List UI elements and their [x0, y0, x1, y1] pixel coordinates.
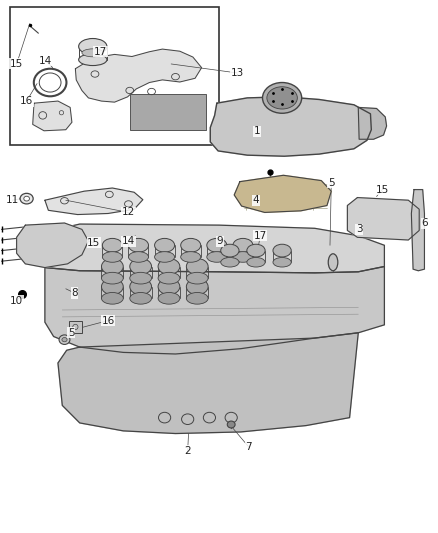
- Ellipse shape: [158, 293, 180, 304]
- Text: 2: 2: [184, 446, 191, 456]
- Ellipse shape: [128, 238, 148, 252]
- Polygon shape: [45, 266, 385, 354]
- Ellipse shape: [24, 196, 29, 201]
- Ellipse shape: [130, 279, 152, 295]
- Text: 8: 8: [71, 288, 78, 298]
- Ellipse shape: [207, 238, 227, 252]
- Polygon shape: [75, 49, 201, 102]
- Ellipse shape: [102, 252, 122, 262]
- Polygon shape: [234, 175, 331, 213]
- Ellipse shape: [181, 238, 201, 252]
- Text: 4: 4: [253, 195, 259, 205]
- Ellipse shape: [79, 54, 107, 66]
- Text: 17: 17: [254, 231, 267, 241]
- Ellipse shape: [128, 252, 148, 262]
- Bar: [10, 7, 219, 144]
- Ellipse shape: [186, 279, 208, 295]
- Ellipse shape: [182, 414, 194, 424]
- Ellipse shape: [273, 244, 291, 257]
- Ellipse shape: [102, 272, 123, 284]
- Text: 3: 3: [356, 224, 363, 235]
- Text: 10: 10: [10, 296, 23, 306]
- Ellipse shape: [186, 259, 208, 274]
- Ellipse shape: [130, 293, 152, 304]
- Ellipse shape: [102, 293, 123, 304]
- Ellipse shape: [186, 272, 208, 284]
- Polygon shape: [45, 224, 385, 273]
- Ellipse shape: [267, 87, 297, 109]
- Ellipse shape: [203, 413, 215, 423]
- Polygon shape: [358, 108, 387, 139]
- Text: 15: 15: [375, 184, 389, 195]
- Polygon shape: [210, 97, 371, 156]
- Bar: [130, 94, 206, 130]
- Ellipse shape: [221, 257, 239, 267]
- Ellipse shape: [155, 252, 175, 262]
- Ellipse shape: [262, 83, 302, 114]
- Ellipse shape: [158, 272, 180, 284]
- Ellipse shape: [233, 252, 253, 262]
- Text: 12: 12: [122, 207, 135, 217]
- Text: 14: 14: [122, 236, 135, 246]
- Ellipse shape: [227, 421, 235, 428]
- Text: 5: 5: [328, 177, 335, 188]
- Ellipse shape: [181, 252, 201, 262]
- Polygon shape: [33, 101, 72, 131]
- Ellipse shape: [82, 49, 104, 57]
- Text: 15: 15: [10, 59, 23, 69]
- Text: 16: 16: [20, 96, 33, 106]
- Text: 9: 9: [216, 236, 223, 246]
- Ellipse shape: [158, 259, 180, 274]
- Ellipse shape: [20, 193, 33, 204]
- Ellipse shape: [221, 244, 239, 257]
- Polygon shape: [347, 198, 419, 240]
- Text: 17: 17: [94, 47, 107, 56]
- Ellipse shape: [207, 252, 227, 262]
- Ellipse shape: [130, 272, 152, 284]
- Text: 5: 5: [68, 328, 74, 338]
- Text: 1: 1: [254, 126, 261, 136]
- Text: 11: 11: [6, 195, 19, 205]
- Ellipse shape: [225, 413, 237, 423]
- Ellipse shape: [79, 38, 107, 54]
- Text: 16: 16: [101, 316, 115, 326]
- Ellipse shape: [59, 335, 70, 344]
- Ellipse shape: [159, 413, 171, 423]
- Ellipse shape: [158, 279, 180, 295]
- Ellipse shape: [186, 293, 208, 304]
- Text: 6: 6: [421, 218, 428, 228]
- Bar: [69, 321, 82, 333]
- Ellipse shape: [130, 259, 152, 274]
- Polygon shape: [411, 190, 424, 271]
- Text: 13: 13: [231, 68, 244, 78]
- Ellipse shape: [328, 254, 338, 271]
- Ellipse shape: [102, 259, 123, 274]
- Ellipse shape: [155, 238, 175, 252]
- Ellipse shape: [62, 337, 67, 342]
- Ellipse shape: [247, 257, 265, 267]
- Ellipse shape: [102, 238, 122, 252]
- Text: 7: 7: [245, 442, 252, 452]
- Polygon shape: [17, 223, 88, 268]
- Polygon shape: [45, 188, 143, 215]
- Ellipse shape: [233, 238, 253, 252]
- Ellipse shape: [273, 257, 291, 267]
- Ellipse shape: [247, 244, 265, 257]
- Ellipse shape: [102, 279, 123, 295]
- Polygon shape: [58, 333, 358, 433]
- Text: 15: 15: [87, 238, 100, 248]
- Text: 14: 14: [39, 56, 53, 66]
